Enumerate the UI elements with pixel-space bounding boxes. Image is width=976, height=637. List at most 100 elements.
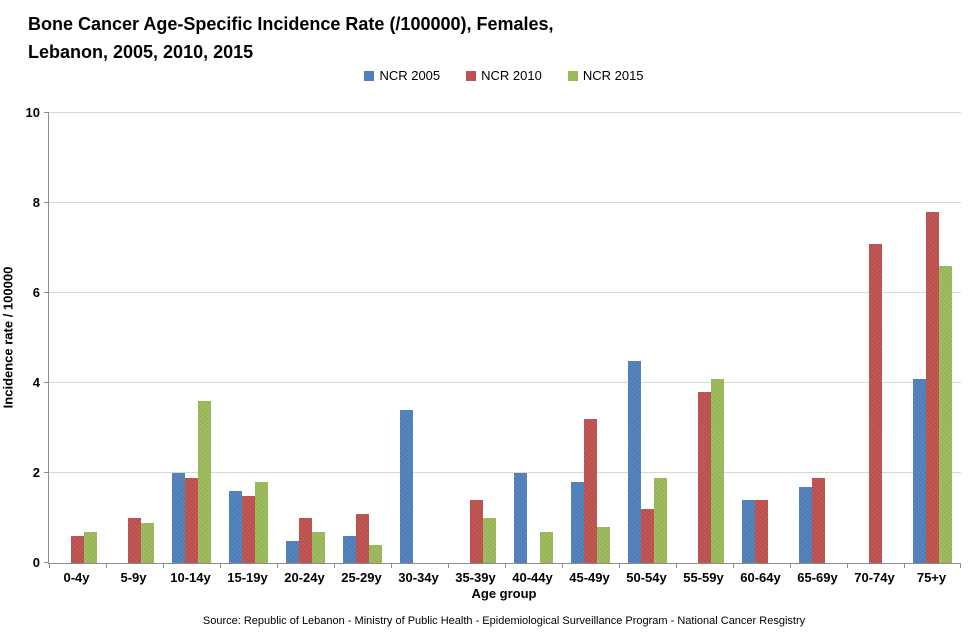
y-axis-title: Incidence rate / 100000 — [0, 266, 16, 409]
bar — [742, 500, 755, 563]
chart-title-line2: Lebanon, 2005, 2010, 2015 — [28, 42, 254, 62]
bar — [128, 518, 141, 563]
gridline — [49, 292, 961, 293]
x-axis-tick-label: 5-9y — [120, 570, 147, 585]
bar — [198, 401, 211, 563]
bar — [514, 473, 527, 563]
legend-item: NCR 2010 — [466, 68, 542, 83]
bar — [869, 243, 882, 563]
x-axis-tick-label: 0-4y — [63, 570, 90, 585]
legend-label: NCR 2015 — [582, 68, 644, 83]
x-axis-tick — [277, 563, 278, 568]
x-axis-tick-label: 55-59y — [683, 570, 724, 585]
bar — [229, 491, 242, 563]
bar — [711, 378, 724, 563]
bar — [812, 477, 825, 563]
bar — [540, 531, 553, 563]
x-axis-tick-label: 50-54y — [626, 570, 667, 585]
x-axis-tick — [220, 563, 221, 568]
bar — [654, 477, 667, 563]
bar — [584, 419, 597, 563]
x-axis-tick-label: 45-49y — [569, 570, 610, 585]
x-axis-tick — [334, 563, 335, 568]
chart-title: Bone Cancer Age-Specific Incidence Rate … — [28, 10, 554, 66]
x-axis-tick-label: 15-19y — [227, 570, 268, 585]
y-axis-tick-label: 0 — [32, 555, 40, 570]
legend-item: NCR 2005 — [364, 68, 440, 83]
legend-label: NCR 2005 — [379, 68, 441, 83]
y-axis-tick — [44, 112, 49, 113]
x-axis-tick-label: 75+y — [916, 570, 947, 585]
y-axis-tick — [44, 472, 49, 473]
x-axis-tick-label: 30-34y — [398, 570, 439, 585]
bar — [571, 482, 584, 563]
gridline — [49, 472, 961, 473]
bar — [299, 518, 312, 563]
bar — [84, 531, 97, 563]
x-axis-tick — [960, 563, 961, 568]
bar — [483, 518, 496, 563]
x-axis-tick — [904, 563, 905, 568]
x-axis-tick-label: 10-14y — [170, 570, 211, 585]
x-axis-title: Age group — [471, 586, 537, 601]
x-axis-tick — [562, 563, 563, 568]
y-axis-tick — [44, 562, 49, 563]
y-axis-tick-label: 6 — [32, 285, 40, 300]
y-axis-tick-label: 4 — [32, 375, 40, 390]
legend-label: NCR 2010 — [481, 68, 542, 83]
x-axis-tick — [448, 563, 449, 568]
x-axis-tick — [847, 563, 848, 568]
x-axis-tick-label: 20-24y — [284, 570, 325, 585]
legend: NCR 2005 NCR 2010 NCR 2015 — [48, 68, 960, 83]
x-axis-tick — [505, 563, 506, 568]
gridline — [49, 202, 961, 203]
bar — [343, 536, 356, 563]
x-axis-tick — [391, 563, 392, 568]
x-axis-tick-label: 40-44y — [512, 570, 553, 585]
bar — [470, 500, 483, 563]
x-axis-tick-label: 35-39y — [455, 570, 496, 585]
x-axis-tick — [790, 563, 791, 568]
bar — [926, 212, 939, 563]
x-axis-tick-label: 25-29y — [341, 570, 382, 585]
gridline — [49, 382, 961, 383]
x-axis-tick — [676, 563, 677, 568]
legend-swatch — [567, 70, 578, 81]
bar — [641, 509, 654, 563]
x-axis-tick — [733, 563, 734, 568]
bar — [628, 360, 641, 563]
bar — [400, 410, 413, 563]
bar — [913, 378, 926, 563]
y-axis-tick-label: 2 — [32, 465, 40, 480]
chart-title-line1: Bone Cancer Age-Specific Incidence Rate … — [28, 14, 554, 34]
bar — [242, 495, 255, 563]
x-axis-tick — [619, 563, 620, 568]
plot-area — [44, 112, 961, 568]
y-axis-tick-label: 8 — [32, 195, 40, 210]
bar — [755, 500, 768, 563]
bar — [597, 527, 610, 563]
bar — [286, 540, 299, 563]
bar — [939, 266, 952, 563]
bar — [172, 473, 185, 563]
bar — [698, 392, 711, 563]
legend-swatch — [466, 70, 477, 81]
y-axis-tick-label: 10 — [25, 105, 40, 120]
x-axis-tick-label: 60-64y — [740, 570, 781, 585]
x-axis-tick — [163, 563, 164, 568]
bar — [312, 531, 325, 563]
bar — [369, 545, 382, 563]
x-axis-tick-label: 70-74y — [854, 570, 895, 585]
source-text: Source: Republic of Lebanon - Ministry o… — [202, 615, 806, 627]
x-axis-tick — [49, 563, 50, 568]
x-axis-tick-label: 65-69y — [797, 570, 838, 585]
bar — [255, 482, 268, 563]
bar — [141, 522, 154, 563]
gridline — [49, 112, 961, 113]
bar — [71, 536, 84, 563]
y-axis-tick — [44, 202, 49, 203]
bar — [799, 486, 812, 563]
x-axis-tick — [106, 563, 107, 568]
bar — [356, 513, 369, 563]
legend-swatch — [364, 70, 375, 81]
